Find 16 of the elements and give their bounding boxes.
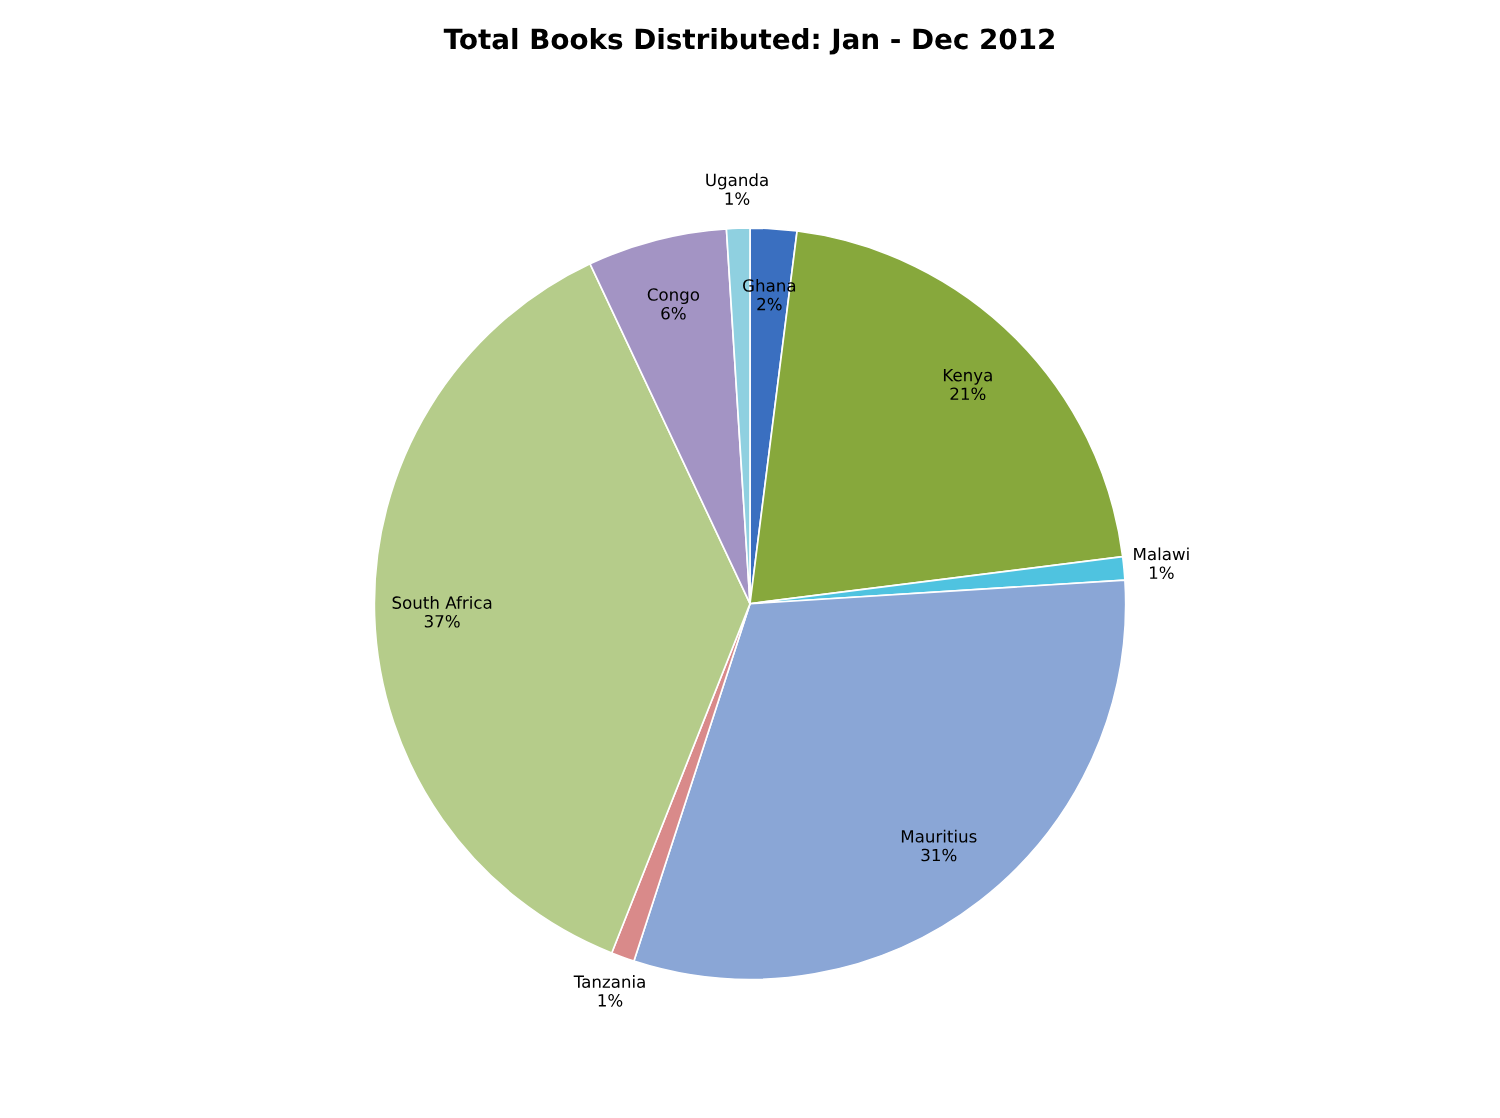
data-label: 21% (950, 387, 986, 401)
chart-title: Total Books Distributed: Jan - Dec 2012 (443, 27, 1054, 55)
data-label: 1% (1149, 566, 1174, 579)
data-label: 31% (921, 848, 957, 862)
data-label: 6% (661, 306, 686, 320)
slice-label: Kenya (943, 369, 992, 385)
slice-label: South Africa (392, 596, 492, 609)
data-label: 37% (424, 614, 460, 628)
slice-label: Mauritius (901, 829, 977, 843)
data-label: 2% (757, 297, 782, 311)
slice-label: Uganda (706, 173, 768, 190)
slice-label: Congo (647, 288, 700, 305)
slice-label: Tanzania (573, 975, 645, 989)
data-label: 1% (598, 994, 623, 1007)
slice-label: Malawi (1134, 547, 1189, 561)
data-label: 1% (725, 192, 750, 205)
